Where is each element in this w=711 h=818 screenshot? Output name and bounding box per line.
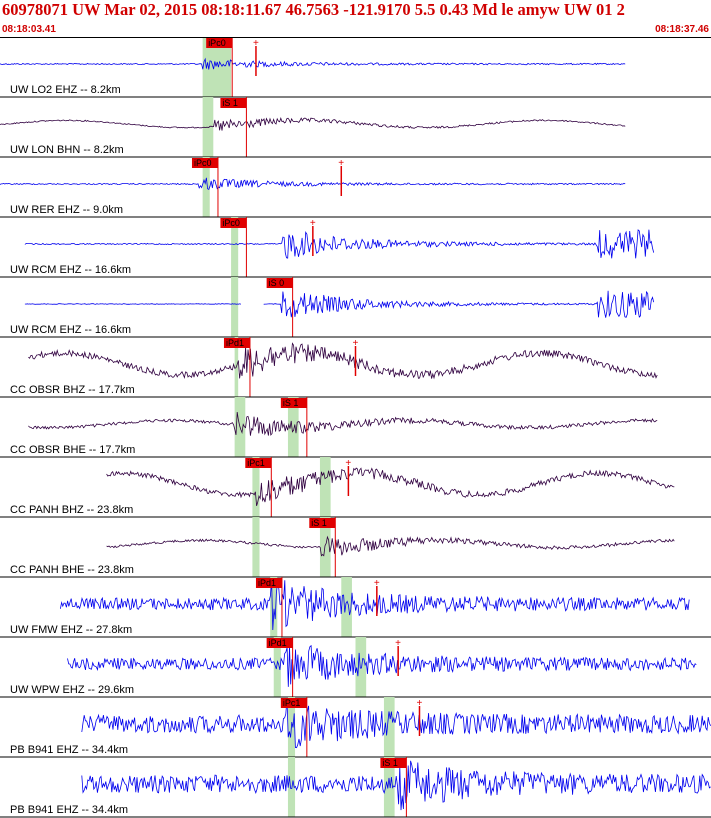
pick-window [341, 577, 352, 637]
waveform-line [24, 290, 655, 318]
pick-flag[interactable] [255, 578, 282, 588]
waveform-line [0, 116, 626, 131]
pick-window [383, 697, 395, 757]
pick-flag[interactable] [280, 698, 307, 708]
amplitude-plus-icon: + [416, 698, 422, 709]
pick-flag[interactable] [206, 38, 233, 48]
pick-window [319, 457, 331, 517]
pick-label: iPc1 [283, 698, 301, 708]
pick-label: iPc0 [222, 218, 240, 228]
pick-label: iS 1 [222, 98, 238, 108]
event-header: 60978071 UW Mar 02, 2015 08:18:11.67 46.… [0, 0, 711, 37]
amplitude-plus-icon: + [253, 38, 259, 49]
waveform-line [60, 580, 690, 631]
pick-label: iPd1 [269, 638, 287, 648]
amplitude-plus-icon: + [395, 638, 401, 649]
trace-panel[interactable]: iPc0 + UW RCM EHZ -- 16.6km [0, 217, 711, 278]
pick-window [231, 277, 239, 337]
pick-flag[interactable] [309, 518, 336, 528]
waveform-line [81, 698, 711, 749]
waveform-line [67, 644, 697, 687]
trace-panel[interactable]: iS 1 CC PANH BHE -- 23.8km [0, 517, 711, 578]
waveform-line [106, 535, 675, 557]
pick-flag[interactable] [220, 218, 247, 228]
pick-flag[interactable] [266, 638, 293, 648]
pick-label: iPc0 [194, 158, 212, 168]
amplitude-plus-icon: + [374, 578, 380, 589]
pick-window [270, 577, 278, 637]
pick-label: iS 1 [382, 758, 398, 768]
pick-label: iS 1 [311, 518, 327, 528]
trace-panel[interactable]: iS 1 CC OBSR BHE -- 17.7km [0, 397, 711, 458]
station-label: CC PANH BHZ -- 23.8km [10, 504, 133, 516]
pick-label: iPd1 [226, 338, 244, 348]
station-label: CC OBSR BHZ -- 17.7km [10, 384, 135, 396]
trace-panel[interactable]: iPd1 + UW WPW EHZ -- 29.6km [0, 637, 711, 698]
station-label: CC OBSR BHE -- 17.7km [10, 444, 135, 456]
pick-window [273, 637, 281, 697]
amplitude-plus-icon: + [310, 218, 316, 229]
station-label: UW RER EHZ -- 9.0km [10, 204, 123, 216]
station-label: UW LO2 EHZ -- 8.2km [10, 84, 121, 96]
pick-label: iPc0 [208, 38, 226, 48]
trace-panel[interactable]: iPc0 + UW RER EHZ -- 9.0km [0, 157, 711, 218]
pick-flag[interactable] [266, 278, 293, 288]
station-label: UW RCM EHZ -- 16.6km [10, 264, 131, 276]
pick-flag[interactable] [245, 458, 272, 468]
pick-flag[interactable] [380, 758, 407, 768]
station-label: CC PANH BHE -- 23.8km [10, 564, 134, 576]
seismogram-panels[interactable]: iPc0 + UW LO2 EHZ -- 8.2km iS 1 UW LON BHN -… [0, 37, 711, 818]
waveform-line [0, 177, 626, 190]
pick-flag[interactable] [223, 338, 250, 348]
waveform-line [106, 467, 675, 507]
trace-panel[interactable]: iPc1 + PB B941 EHZ -- 34.4km [0, 697, 711, 758]
pick-window [252, 457, 260, 517]
pick-window [355, 637, 367, 697]
pick-window [231, 217, 239, 277]
trace-panel[interactable]: iPd1 + CC OBSR BHZ -- 17.7km [0, 337, 711, 398]
station-label: UW FMW EHZ -- 27.8km [10, 624, 132, 636]
station-label: PB B941 EHZ -- 34.4km [10, 744, 128, 756]
amplitude-plus-icon: + [345, 458, 351, 469]
pick-flag[interactable] [280, 398, 307, 408]
window-end-time: 08:18:37.46 [655, 24, 709, 35]
trace-panel[interactable]: iS 0 UW RCM EHZ -- 16.6km [0, 277, 711, 338]
station-label: UW WPW EHZ -- 29.6km [10, 684, 134, 696]
trace-panel[interactable]: iPc0 + UW LO2 EHZ -- 8.2km [0, 37, 711, 98]
amplitude-plus-icon: + [338, 158, 344, 169]
pick-label: iPd1 [258, 578, 276, 588]
waveform-line [81, 760, 711, 811]
pick-flag[interactable] [220, 98, 247, 108]
pick-window [252, 517, 260, 577]
trace-panel[interactable]: iS 1 PB B941 EHZ -- 34.4km [0, 757, 711, 818]
window-start-time: 08:18:03.41 [2, 24, 56, 35]
station-label: UW RCM EHZ -- 16.6km [10, 324, 131, 336]
pick-window [287, 397, 299, 457]
waveform-line [28, 342, 658, 380]
station-label: UW LON BHN -- 8.2km [10, 144, 124, 156]
event-summary-line: 60978071 UW Mar 02, 2015 08:18:11.67 46.… [2, 0, 625, 19]
waveform-line [24, 229, 655, 259]
pick-window [287, 757, 296, 817]
pick-flag[interactable] [191, 158, 218, 168]
pick-label: iS 0 [269, 278, 285, 288]
pick-window [319, 517, 331, 577]
pick-label: iS 1 [283, 398, 299, 408]
trace-panel[interactable]: iPc1 + CC PANH BHZ -- 23.8km [0, 457, 711, 518]
waveform-line [28, 411, 658, 436]
waveform-line [0, 57, 626, 70]
pick-window [202, 157, 210, 217]
trace-panel[interactable]: iPd1 + UW FMW EHZ -- 27.8km [0, 577, 711, 638]
trace-panel[interactable]: iS 1 UW LON BHN -- 8.2km [0, 97, 711, 158]
pick-label: iPc1 [247, 458, 265, 468]
amplitude-plus-icon: + [353, 338, 359, 349]
station-label: PB B941 EHZ -- 34.4km [10, 804, 128, 816]
pick-window [383, 757, 395, 817]
